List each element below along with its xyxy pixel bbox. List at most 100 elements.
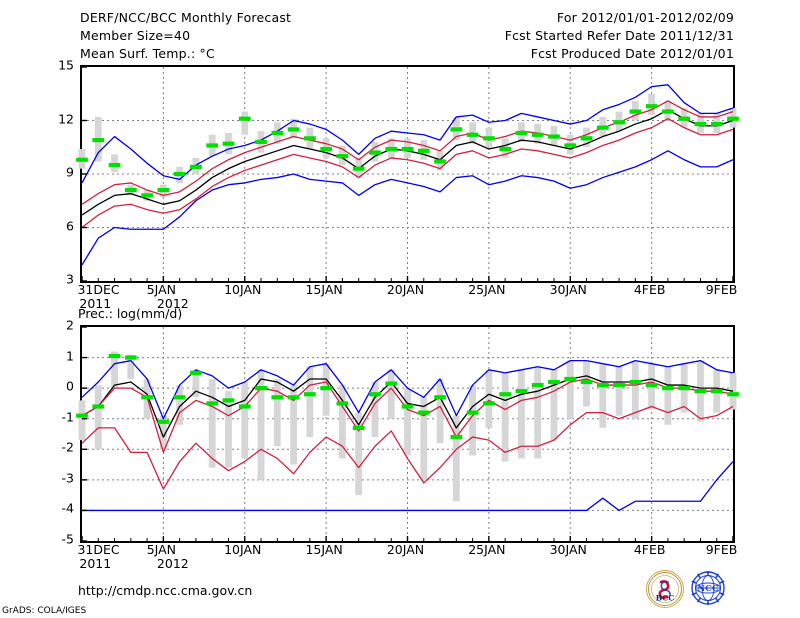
- observed-dash: [303, 392, 316, 397]
- observed-dash: [710, 389, 723, 394]
- temperature-x-tick-label: 5JAN: [146, 282, 177, 297]
- observed-dash: [629, 109, 642, 114]
- precipitation-y-tick-label: 0: [66, 378, 74, 394]
- header-started-date: Fcst Started Refer Date 2011/12/31: [504, 28, 734, 43]
- temperature-x-tick-label: 20JAN: [386, 282, 425, 297]
- observed-dash: [564, 143, 577, 148]
- precipitation-y-tick-label: -3: [61, 470, 74, 486]
- agency-logos: BCC: [638, 570, 736, 608]
- observed-dash: [222, 141, 235, 146]
- spread-bar: [599, 363, 607, 428]
- observed-dash: [662, 386, 674, 391]
- spread-bar: [436, 378, 444, 444]
- temperature-plot-area: [76, 66, 739, 282]
- header-produced-date: Fcst Produced Date 2012/01/01: [530, 46, 734, 61]
- observed-dash: [499, 146, 512, 152]
- spread-bar: [420, 397, 428, 480]
- precipitation-observed-dashes: [76, 353, 739, 440]
- observed-dash: [613, 382, 625, 388]
- observed-dash: [596, 125, 609, 130]
- observed-dash: [580, 379, 593, 385]
- observed-dash: [352, 425, 365, 430]
- observed-dash: [531, 382, 544, 388]
- temperature-x-tick-label: 4FEB: [633, 282, 666, 297]
- observed-dash: [515, 130, 528, 136]
- observed-dash: [564, 376, 577, 382]
- svg-text:BCC: BCC: [656, 594, 674, 603]
- precipitation-x-tick-label: 25JAN: [468, 542, 506, 557]
- series-line-lower-quartile: [81, 118, 734, 229]
- temperature-y-tick-label: 6: [66, 218, 74, 233]
- observed-dash: [613, 120, 625, 125]
- precipitation-plot-area: [76, 326, 739, 542]
- spread-bar: [534, 366, 542, 459]
- precipitation-ticks: [81, 326, 734, 542]
- precipitation-x-tick-sublabel: 2011: [79, 556, 112, 571]
- observed-dash: [157, 187, 170, 193]
- precipitation-y-tick-label: -5: [61, 531, 74, 547]
- observed-dash: [173, 395, 186, 400]
- observed-dash: [76, 413, 88, 418]
- spread-bar: [631, 360, 639, 419]
- observed-dash: [466, 410, 479, 415]
- temperature-y-tick-label: 9: [66, 164, 74, 180]
- observed-dash: [710, 121, 723, 127]
- observed-dash: [287, 127, 300, 132]
- temperature-ticks: [81, 66, 734, 282]
- spread-bar: [208, 378, 216, 468]
- observed-dash: [417, 148, 430, 153]
- observed-dash: [678, 386, 691, 391]
- observed-dash: [336, 401, 349, 406]
- header-title: DERF/NCC/BCC Monthly Forecast: [80, 10, 292, 25]
- spread-bar: [225, 391, 232, 468]
- observed-dash: [190, 370, 202, 375]
- observed-dash: [238, 116, 251, 121]
- observed-dash: [515, 389, 528, 394]
- temperature-x-tick-label: 9FEB: [705, 282, 738, 297]
- spread-bar: [729, 372, 737, 410]
- observed-dash: [385, 381, 398, 386]
- spread-bar: [306, 366, 314, 438]
- observed-dash: [434, 395, 446, 400]
- spread-bar: [469, 385, 477, 456]
- observed-dash: [124, 187, 137, 193]
- observed-dash: [694, 121, 707, 127]
- observed-dash: [303, 136, 316, 141]
- observed-dash: [727, 116, 739, 121]
- observed-dash: [466, 132, 479, 137]
- observed-dash: [271, 130, 284, 136]
- observed-dash: [320, 386, 332, 391]
- precipitation-x-tick-label: 5JAN: [146, 542, 177, 557]
- precipitation-chart: [76, 325, 739, 543]
- spread-bar: [452, 415, 460, 502]
- observed-dash: [548, 379, 560, 385]
- spread-bar: [566, 360, 574, 419]
- observed-dash: [434, 159, 446, 164]
- spread-bar: [338, 385, 346, 459]
- spread-bar: [387, 369, 395, 419]
- observed-dash: [320, 146, 332, 152]
- precipitation-y-tick-label: 1: [66, 348, 74, 364]
- observed-dash: [483, 401, 495, 406]
- observed-dash: [596, 382, 609, 388]
- series-line-ensemble-mean: [81, 375, 734, 438]
- temperature-x-tick-sublabel: 2012: [156, 296, 189, 311]
- observed-dash: [645, 104, 658, 109]
- observed-dash: [92, 138, 105, 143]
- observed-dash: [108, 162, 121, 168]
- observed-dash: [190, 164, 202, 169]
- observed-dash: [694, 389, 707, 394]
- observed-dash: [352, 166, 365, 171]
- observed-dash: [727, 392, 739, 397]
- observed-dash: [76, 157, 88, 162]
- precipitation-x-tick-label: 31DEC: [77, 542, 120, 557]
- precipitation-x-tick-label: 4FEB: [633, 542, 666, 557]
- observed-dash: [369, 392, 381, 397]
- observed-dash: [662, 109, 674, 114]
- observed-dash: [499, 392, 512, 397]
- observed-dash: [548, 134, 560, 139]
- observed-dash: [531, 132, 544, 137]
- spread-bar: [78, 400, 86, 441]
- footer-url[interactable]: http://cmdp.ncc.cma.gov.cn: [78, 583, 253, 598]
